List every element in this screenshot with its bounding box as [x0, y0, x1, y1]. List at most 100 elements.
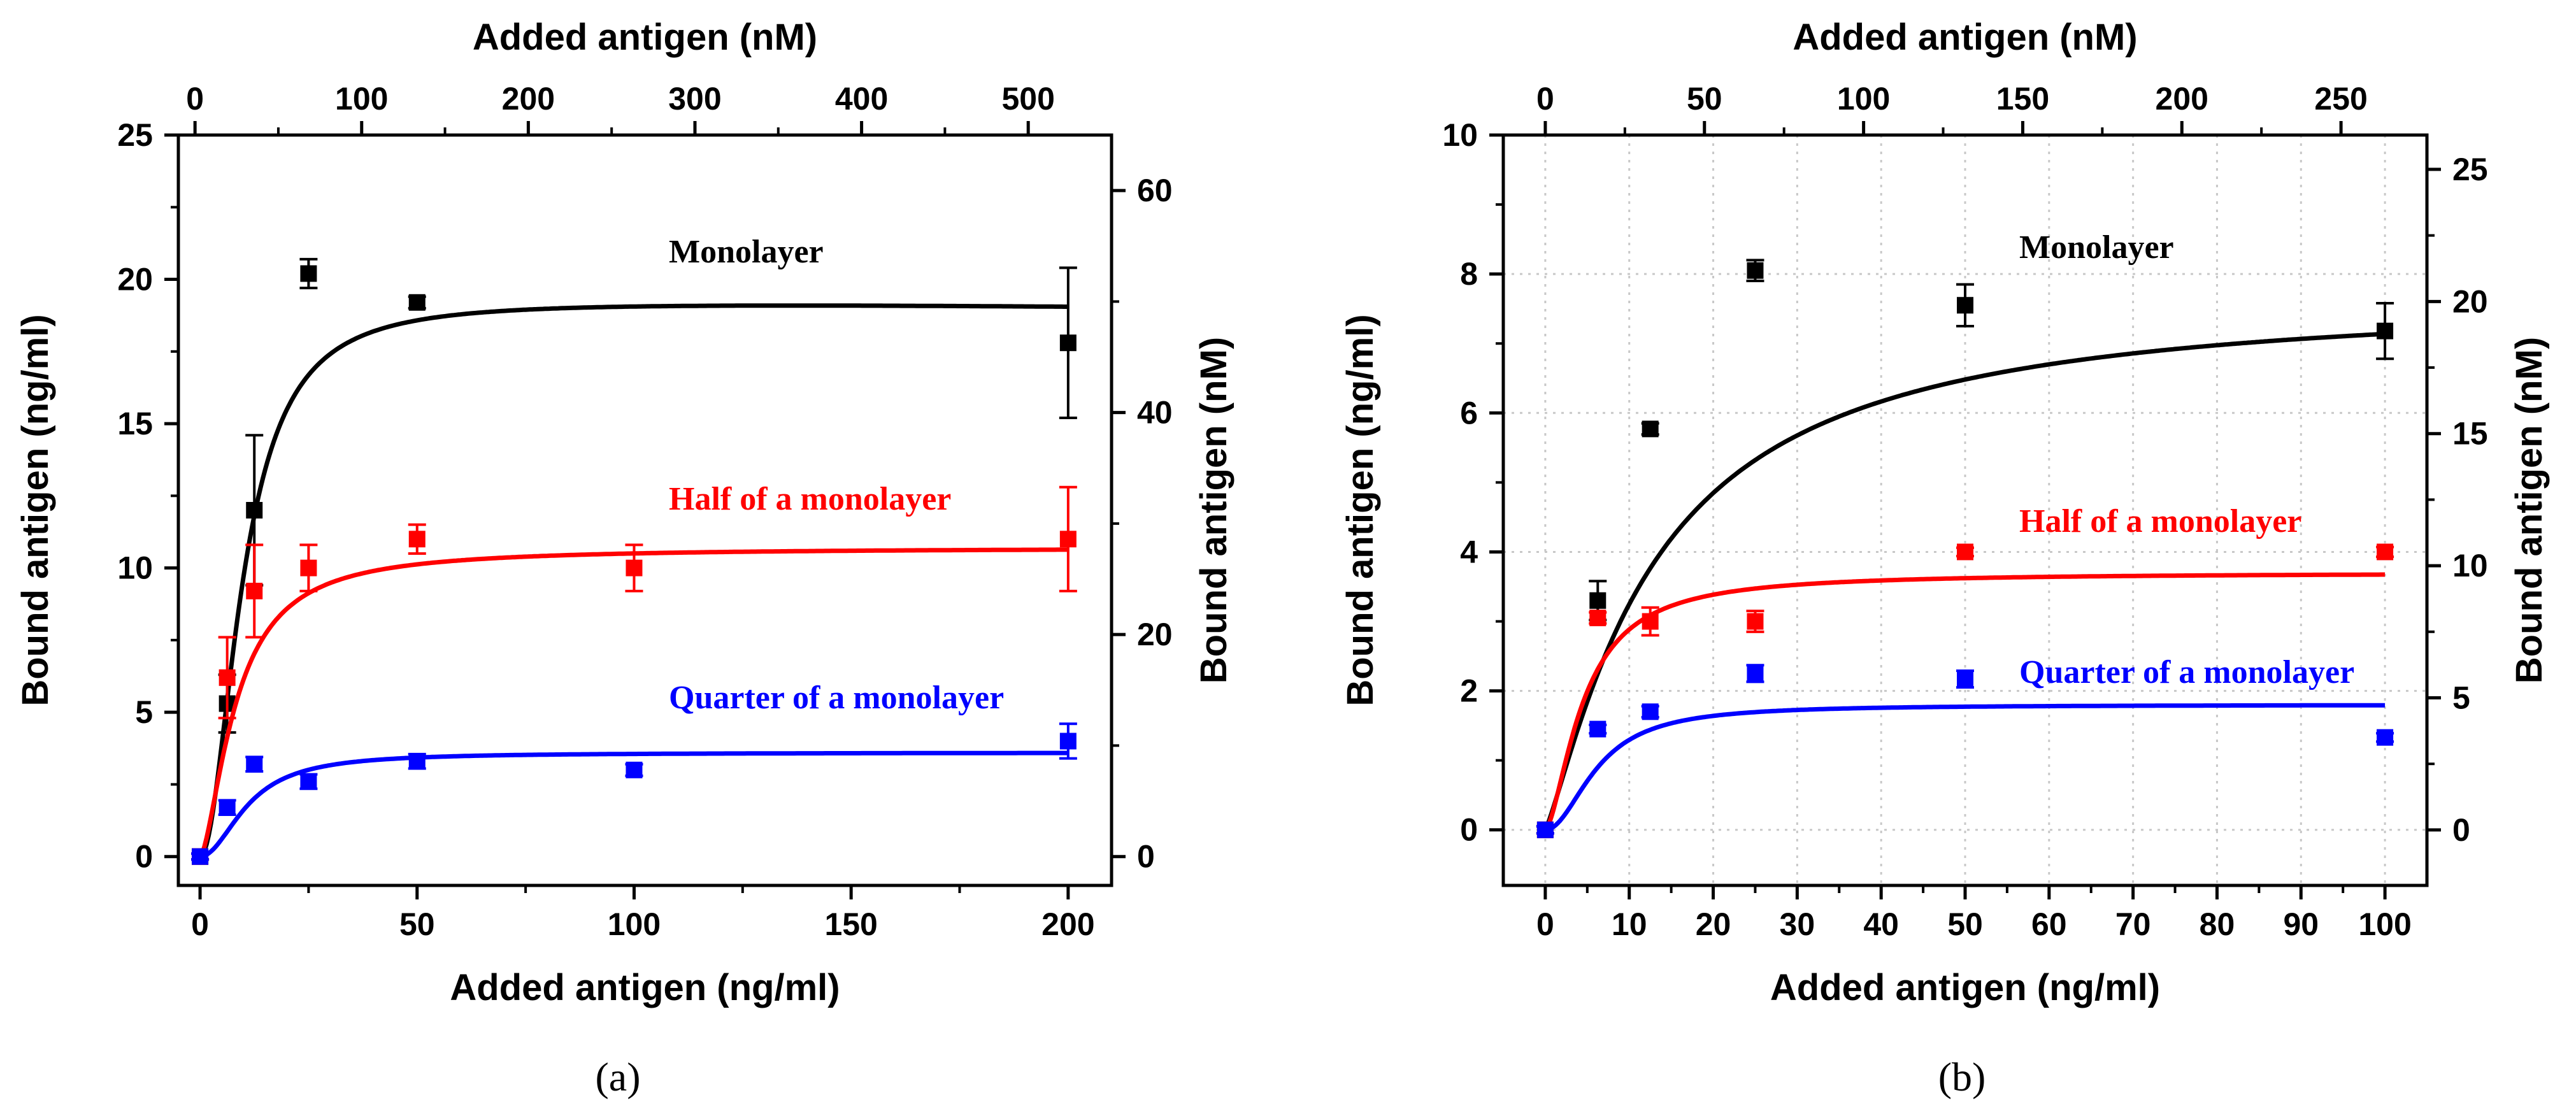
data-point	[1536, 821, 1554, 838]
x-top-tick-label: 100	[335, 81, 388, 117]
series-annotation: Quarter of a monolayer	[669, 680, 1004, 716]
data-point	[1642, 420, 1659, 438]
y-tick-label: 25	[117, 117, 153, 153]
data-point	[1747, 613, 1764, 630]
data-point	[626, 559, 643, 576]
series-half-of-a-monolayer: Half of a monolayer	[1536, 503, 2394, 838]
series-quarter-of-a-monolayer: Quarter of a monolayer	[191, 680, 1077, 865]
x-top-tick-label: 150	[1996, 81, 2049, 117]
data-point	[408, 294, 426, 311]
x-top-axis-title: Added antigen (nM)	[473, 17, 817, 58]
x-top-tick-label: 300	[668, 81, 721, 117]
y-right-tick-label: 20	[1137, 617, 1173, 652]
data-point	[218, 799, 236, 816]
x-tick-label: 70	[2115, 906, 2151, 942]
x-top-tick-label: 250	[2314, 81, 2367, 117]
data-point	[1642, 613, 1659, 630]
data-point	[1747, 262, 1764, 279]
x-tick-label: 30	[1780, 906, 1815, 942]
fit-curve	[1545, 703, 2386, 833]
y-tick-label: 2	[1460, 673, 1478, 709]
series-annotation: Quarter of a monolayer	[2019, 654, 2354, 690]
x-top-tick-label: 200	[2156, 81, 2208, 117]
panel-label: (a)	[595, 1054, 640, 1099]
data-point	[1589, 610, 1606, 627]
x-tick-label: 60	[2031, 906, 2067, 942]
plot-frame	[176, 133, 1113, 887]
fit-curve	[199, 303, 1068, 859]
x-top-tick-label: 100	[1837, 81, 1890, 117]
series-half-of-a-monolayer: Half of a monolayer	[191, 481, 1077, 865]
x-top-axis-title: Added antigen (nM)	[1792, 17, 2137, 58]
x-tick-label: 100	[608, 906, 661, 942]
x-tick-label: 50	[399, 906, 435, 942]
x-top-tick-label: 200	[502, 81, 555, 117]
data-point	[1059, 334, 1077, 352]
data-point	[2377, 543, 2394, 561]
y-right-tick-label: 60	[1137, 173, 1173, 208]
x-top-tick-label: 500	[1001, 81, 1054, 117]
x-tick-label: 100	[2358, 906, 2411, 942]
series-annotation: Monolayer	[669, 234, 824, 270]
y-tick-label: 0	[135, 839, 153, 875]
x-tick-label: 40	[1863, 906, 1899, 942]
y-axis-title: Bound antigen (ng/ml)	[15, 314, 56, 706]
y-right-tick-label: 40	[1137, 395, 1173, 431]
x-top-tick-label: 400	[835, 81, 888, 117]
data-point	[300, 265, 317, 282]
data-point	[1059, 531, 1077, 548]
x-tick-label: 20	[1696, 906, 1731, 942]
x-axis-title: Added antigen (ng/ml)	[1770, 967, 2160, 1008]
y-tick-label: 6	[1460, 395, 1478, 431]
data-point	[1589, 720, 1606, 738]
y-tick-label: 10	[1442, 117, 1478, 153]
data-point	[218, 669, 236, 686]
x-tick-label: 80	[2200, 906, 2235, 942]
y-tick-label: 10	[117, 550, 153, 586]
y-tick-label: 15	[117, 406, 153, 441]
series-annotation: Monolayer	[2019, 229, 2174, 266]
y-tick-label: 5	[135, 694, 153, 730]
x-tick-label: 0	[1536, 906, 1554, 942]
y-tick-label: 20	[117, 262, 153, 297]
data-point	[626, 761, 643, 778]
x-tick-label: 90	[2283, 906, 2319, 942]
y-right-tick-label: 0	[2452, 812, 2470, 848]
data-point	[192, 848, 209, 865]
x-top-tick-label: 0	[186, 81, 204, 117]
y-tick-label: 4	[1460, 534, 1478, 569]
y-right-tick-label: 25	[2452, 152, 2488, 187]
data-point	[408, 531, 426, 548]
fit-curve	[199, 750, 1068, 859]
x-tick-label: 200	[1041, 906, 1094, 942]
y-right-axis-title: Bound antigen (nM)	[1193, 337, 1234, 683]
fit-curve	[1543, 572, 2386, 831]
data-point	[300, 559, 317, 576]
data-point	[1589, 592, 1606, 609]
y-axis-title: Bound antigen (ng/ml)	[1340, 314, 1381, 706]
series-monolayer: Monolayer	[191, 234, 1077, 865]
series-annotation: Half of a monolayer	[669, 481, 951, 517]
x-top-tick-label: 0	[1536, 81, 1554, 117]
data-point	[2377, 729, 2394, 746]
y-right-tick-label: 15	[2452, 416, 2488, 452]
x-axis-title: Added antigen (ng/ml)	[450, 967, 840, 1008]
data-point	[246, 582, 263, 599]
x-tick-label: 0	[191, 906, 209, 942]
x-tick-label: 50	[1947, 906, 1983, 942]
data-point	[408, 753, 426, 770]
y-right-tick-label: 20	[2452, 283, 2488, 319]
y-tick-label: 0	[1460, 812, 1478, 848]
x-tick-label: 10	[1612, 906, 1647, 942]
y-right-axis-title: Bound antigen (nM)	[2508, 337, 2550, 683]
data-point	[1747, 665, 1764, 682]
y-right-tick-label: 0	[1137, 839, 1155, 875]
fit-curve	[1543, 331, 2386, 831]
data-point	[1957, 543, 1973, 561]
panel-label: (b)	[1938, 1054, 1986, 1099]
series-quarter-of-a-monolayer: Quarter of a monolayer	[1536, 654, 2394, 838]
y-right-tick-label: 10	[2452, 548, 2488, 583]
data-point	[300, 773, 317, 790]
